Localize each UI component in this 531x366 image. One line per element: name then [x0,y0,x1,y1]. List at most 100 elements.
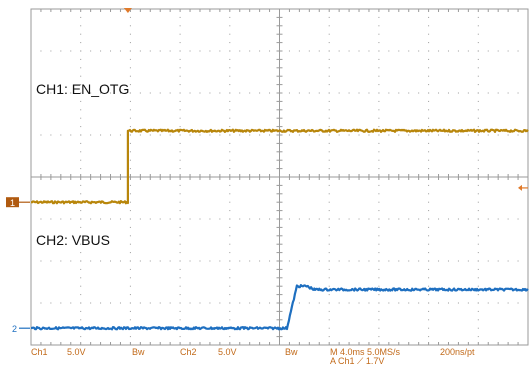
grid-dot [60,92,62,94]
grid-dot [318,260,320,262]
grid-dot [477,25,479,27]
grid-dot [368,92,370,94]
grid-dot [179,33,181,35]
grid-dot [378,84,380,86]
grid-dot [428,75,430,77]
grid-dot [229,75,231,77]
grid-dot [477,201,479,203]
grid-dot [249,260,251,262]
grid-dot [169,50,171,52]
grid-dot [80,33,82,35]
grid-dot [129,235,131,237]
grid-dot [129,109,131,111]
grid-dot [179,226,181,228]
grid-dot [358,134,360,136]
grid-dot [70,260,72,262]
grid-dot [328,67,330,69]
grid-dot [368,134,370,136]
grid-dot [90,260,92,262]
grid-dot [527,50,529,52]
grid-dot [477,100,479,102]
grid-dot [229,235,231,237]
grid-dot [428,126,430,128]
grid-dot [159,134,161,136]
grid-dot [328,226,330,228]
grid-dot [129,58,131,60]
grid-dot [328,84,330,86]
grid-dot [149,218,151,220]
grid-dot [179,159,181,161]
grid-dot [80,151,82,153]
grid-dot [40,218,42,220]
ch1-label: CH1: EN_OTG [36,81,129,97]
grid-dot [328,336,330,338]
grid-dot [129,285,131,287]
grid-dot [189,302,191,304]
grid-dot [249,92,251,94]
grid-dot [229,168,231,170]
grid-dot [129,252,131,254]
grid-dot [110,218,112,220]
grid-dot [408,134,410,136]
grid-dot [378,67,380,69]
grid-dot [457,260,459,262]
grid-dot [129,50,131,52]
grid-dot [80,218,82,220]
grid-dot [308,260,310,262]
grid-dot [239,302,241,304]
grid-dot [428,84,430,86]
grid-dot [418,92,420,94]
grid-dot [507,92,509,94]
grid-dot [229,336,231,338]
grid-dot [129,210,131,212]
grid-dot [388,134,390,136]
grid-dot [159,260,161,262]
grid-dot [119,50,121,52]
traces [30,128,529,331]
grid-dot [249,302,251,304]
grid-dot [318,50,320,52]
grid-dot [428,260,430,262]
grid-dot [40,134,42,136]
grid-dot [388,218,390,220]
grid-dot [129,201,131,203]
grid-dot [199,50,201,52]
grid-dot [90,50,92,52]
grid-dot [477,75,479,77]
grid-dot [189,134,191,136]
grid-dot [428,277,430,279]
grid-dot [428,302,430,304]
grid-dot [229,100,231,102]
grid-dot [308,134,310,136]
grid-dot [348,92,350,94]
grid-dot [378,193,380,195]
grid-dot [229,252,231,254]
grid-dot [408,50,410,52]
grid-dot [259,50,261,52]
grid-dot [70,134,72,136]
grid-dot [428,168,430,170]
grid-dot [179,252,181,254]
grid-dot [378,100,380,102]
grid-dot [418,218,420,220]
grid-dot [209,218,211,220]
grid-dot [129,25,131,27]
grid-dot [80,42,82,44]
grid-dot [358,218,360,220]
grid-dot [308,218,310,220]
grid-dot [477,33,479,35]
grid-dot [80,117,82,119]
grid-dot [467,218,469,220]
grid-dot [229,310,231,312]
grid-dot [378,117,380,119]
grid-dot [428,184,430,186]
grid-dot [457,302,459,304]
grid-dot [388,92,390,94]
grid-dot [159,50,161,52]
grid-dot [30,302,32,304]
grid-dot [209,92,211,94]
grid-dot [378,327,380,329]
grid-dot [179,243,181,245]
grid-dot [428,319,430,321]
grid-dot [517,134,519,136]
